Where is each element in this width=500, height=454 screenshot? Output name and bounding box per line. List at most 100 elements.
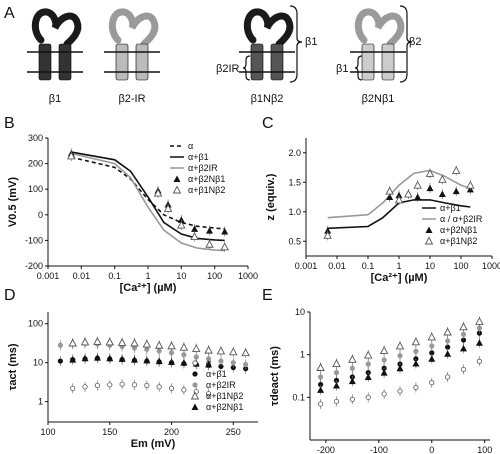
- panel-b-x-axis-label: [Ca²⁺] (µM): [120, 282, 177, 294]
- schematic-label-beta1: β1: [49, 93, 61, 105]
- panel-e-series-4-point: [317, 386, 325, 393]
- panel-e-series-4-point: [348, 377, 356, 385]
- panel-b-y-tick-label: 0: [38, 210, 43, 220]
- panel-c-y-tick-label: 0.5: [288, 236, 301, 246]
- panel-d-x-tick-label: 100: [40, 427, 55, 437]
- panel-e-x-tick-label: -100: [370, 445, 388, 454]
- panel-b-series-3-point: [206, 227, 214, 234]
- panel-d-series-3-point: [105, 337, 115, 346]
- panel-c-x-tick-label: 100: [453, 261, 468, 271]
- panel-d-series-3-point: [80, 337, 90, 346]
- panel-d-series-2-point: [230, 360, 236, 366]
- panel-b-series-4-point: [220, 242, 229, 251]
- panel-e-series-4-point: [364, 373, 372, 380]
- panel-c-series-3-point: [466, 180, 475, 189]
- panel-d-y-axis-label: τact (ms): [7, 343, 19, 390]
- panel-c-series-3-point: [323, 230, 332, 239]
- panel-c-series-3-point: [404, 189, 413, 198]
- panel-d-series-2-point: [156, 348, 162, 354]
- panel-e-series-1-point: [476, 330, 483, 336]
- panel-d-series-3-point: [204, 345, 213, 354]
- schematic-label-beta1nbeta2: β1Nβ2: [251, 93, 284, 105]
- panel-d-series-3-point: [216, 346, 226, 355]
- panel-e-series-0-point: [429, 380, 435, 386]
- panel-d-y-tick-label: 10: [33, 358, 43, 368]
- panel-d-series-2-point: [205, 356, 212, 362]
- panel-d-legend-label: α+β2IR: [206, 380, 236, 390]
- panel-e-series-2-point: [333, 369, 340, 376]
- panel-b-y-tick-label: 100: [28, 184, 43, 194]
- panel-d-series-0-point: [131, 382, 138, 388]
- panel-e-series-3-point: [332, 359, 341, 367]
- subunit-beta1nbeta2-loop: [243, 8, 294, 48]
- panel-d-y-tick-label: 100: [28, 319, 43, 329]
- panel-b-legend-label: α+β2IR: [188, 163, 218, 173]
- panel-e-series-4-point: [460, 344, 468, 352]
- panel-e-series-0-point: [349, 396, 355, 402]
- panel-b-legend-label: α+β1: [188, 152, 209, 162]
- panel-d-series-3-point: [130, 338, 139, 347]
- panel-e-series-4-point: [332, 381, 340, 389]
- panel-e-series-3-point: [427, 332, 437, 341]
- panel-c-y-axis-label: z (equiv.): [265, 173, 277, 220]
- panel-b-y-axis-label: V0.5 (mV): [7, 177, 19, 227]
- panel-d-legend-label: α+β1Nβ2: [206, 391, 243, 401]
- panel-c-series-3-point: [413, 180, 422, 189]
- panel-e-series-4-point: [475, 339, 483, 346]
- panel-e-series-2-point: [365, 361, 371, 367]
- panel-d-series-0-point: [168, 385, 175, 391]
- brace-label-beta2ir: β2IR: [216, 63, 240, 75]
- panel-e-x-tick-label: 0: [429, 445, 434, 454]
- panel-d-series-4-point: [168, 358, 176, 365]
- panel-b-x-tick-label: 0.01: [73, 271, 91, 281]
- panel-d-series-3-point: [154, 340, 164, 349]
- panel-c-series-0-line: [327, 199, 471, 230]
- panel-e-series-0-point: [445, 374, 451, 380]
- subunit-beta1nbeta2-tm1: [250, 43, 264, 81]
- panel-e-series-2-point: [349, 365, 355, 371]
- panel-b-series-4-point: [205, 239, 214, 248]
- brace-beta2ir: [242, 55, 251, 81]
- panel-e-series-0-point: [476, 358, 483, 364]
- panel-e-series-2-point: [429, 343, 435, 349]
- schematic-label-beta2ir: β2-IR: [118, 93, 145, 105]
- panel-c-series-3-point: [451, 166, 461, 174]
- panel-e-y-tick-label: 10: [295, 307, 305, 317]
- panel-c-series-1-line: [327, 169, 471, 219]
- panel-e-series-1-point: [445, 344, 451, 350]
- panel-e-series-3-point: [363, 350, 373, 359]
- panel-d-legend-swatch: [190, 391, 200, 400]
- panel-e-series-3-point: [316, 363, 325, 371]
- panel-c-series-2-point: [438, 190, 446, 198]
- panel-e-series-4-point: [396, 364, 404, 372]
- panel-d-series-3-point: [142, 339, 152, 348]
- panel-e-series-3-point: [411, 337, 421, 346]
- panel-e-series-1-point: [317, 381, 324, 388]
- panel-d-legend-swatch: [192, 360, 198, 366]
- panel-d-series-2-point: [218, 358, 224, 364]
- panel-d-series-4-point: [130, 356, 138, 363]
- panel-c-series-2-point: [414, 193, 422, 200]
- panel-d-series-2-point: [144, 346, 150, 352]
- panel-c-series-3-point: [438, 174, 447, 183]
- panel-b-series-4-point: [177, 220, 186, 229]
- panel-b-x-tick-label: 0.1: [108, 271, 121, 281]
- subunit-beta1-loop: [31, 8, 82, 48]
- subunit-beta2ir: [104, 8, 160, 81]
- panel-d-series-4-point: [155, 357, 163, 365]
- panel-b-x-tick-label: 1: [145, 271, 150, 281]
- subunit-beta1nbeta2: [239, 8, 295, 81]
- panel-c-chart: 0.001 0.01 0.1 1 10 100 1000 2.0 1.5 1.0 0.5 [Ca²⁺]…: [265, 138, 500, 284]
- panel-b-y-tick-label: 300: [28, 133, 43, 143]
- panel-c-series-3-point: [394, 195, 404, 204]
- panel-b-x-tick-label: 1000: [238, 271, 258, 281]
- panel-d-series-0-point: [107, 382, 113, 388]
- panel-b-series-0-line: [71, 156, 225, 230]
- panel-c-series-3-point: [425, 168, 435, 177]
- panel-d-series-0-point: [156, 384, 162, 390]
- subunit-beta1-tm1: [38, 43, 52, 81]
- panel-e-series-0-point: [397, 388, 403, 394]
- panel-e-series-4-point: [444, 350, 452, 357]
- panel-d-x-tick-label: 150: [102, 427, 117, 437]
- panel-d-legend-swatch: [192, 382, 198, 388]
